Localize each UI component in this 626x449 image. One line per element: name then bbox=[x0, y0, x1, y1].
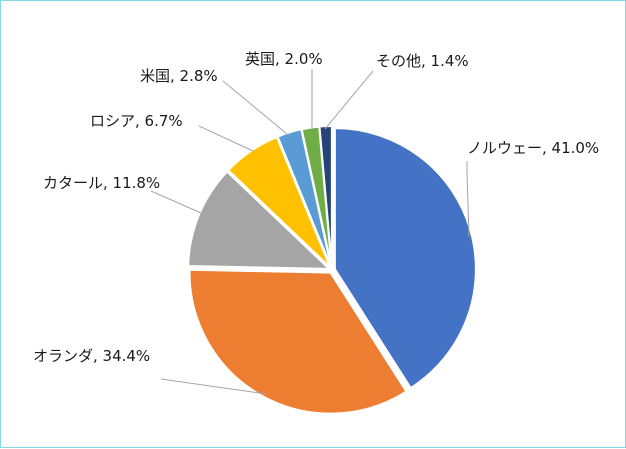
pie-slice-1 bbox=[333, 127, 477, 390]
slice-label-6: 英国, 2.0% bbox=[245, 50, 323, 68]
pie-slice-2 bbox=[188, 268, 408, 415]
leader-line-3 bbox=[150, 190, 202, 214]
leader-line-5 bbox=[222, 80, 288, 135]
leader-line-1 bbox=[466, 161, 470, 238]
leader-line-7 bbox=[324, 70, 374, 130]
labels-layer: ノルウェー, 41.0% オランダ, 34.4% カタール, 11.8% ロシア, 6… bbox=[33, 50, 599, 365]
leader-lines-layer bbox=[150, 69, 470, 395]
slice-label-7: その他, 1.4% bbox=[376, 52, 469, 70]
slice-label-3: カタール, 11.8% bbox=[43, 174, 160, 192]
slices-layer bbox=[187, 125, 477, 415]
leader-line-2 bbox=[160, 378, 267, 395]
slice-label-2: オランダ, 34.4% bbox=[33, 347, 150, 365]
leader-line-4 bbox=[198, 125, 254, 152]
pie-slice-7 bbox=[318, 125, 333, 268]
slice-label-4: ロシア, 6.7% bbox=[90, 112, 183, 130]
slice-label-5: 米国, 2.8% bbox=[140, 67, 218, 85]
slice-label-1: ノルウェー, 41.0% bbox=[467, 139, 599, 157]
pie-slice-3 bbox=[187, 170, 332, 270]
